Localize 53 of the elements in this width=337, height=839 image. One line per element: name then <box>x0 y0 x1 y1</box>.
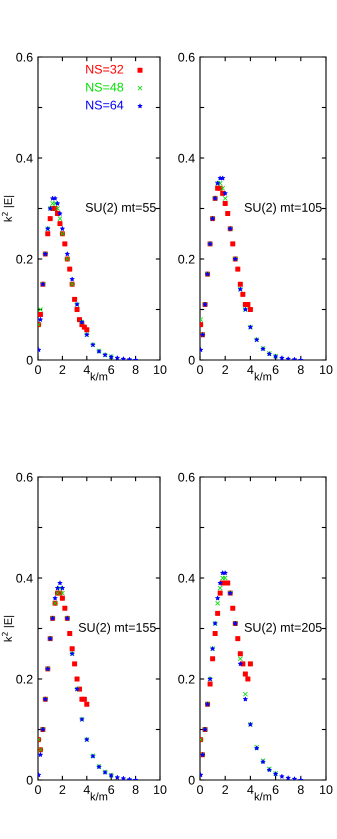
x-tick-label: 0 <box>197 365 203 374</box>
x-axis-title: k/m <box>90 792 108 801</box>
y-tick-label: 0.4 <box>178 154 195 163</box>
x-tick-label: 10 <box>154 785 166 794</box>
y-tick-label: 0.6 <box>16 472 33 482</box>
legend-label: NS=48 <box>86 82 124 92</box>
legend-label: NS=32 <box>86 64 124 74</box>
x-tick-label: 2 <box>222 365 228 374</box>
y-tick-label: 0.2 <box>16 254 33 264</box>
y-tick-label: 0 <box>26 356 33 365</box>
x-tick-label: 10 <box>154 365 166 374</box>
annotation: SU(2) mt=155 <box>78 622 156 634</box>
y-axis-title: k$^{2}$ |E| <box>2 196 14 222</box>
y-tick-label: 0.4 <box>16 574 33 583</box>
y-tick-label: 0 <box>26 776 33 785</box>
x-tick-label: 4 <box>247 365 254 374</box>
y-tick-label: 0.2 <box>178 674 195 684</box>
x-tick-label: 4 <box>84 785 90 794</box>
x-tick-label: 2 <box>60 365 66 374</box>
x-tick-label: 6 <box>108 365 114 374</box>
y-tick-label: 0 <box>188 776 195 785</box>
x-tick-label: 10 <box>320 365 332 374</box>
x-tick-label: 8 <box>298 365 304 374</box>
x-tick-label: 6 <box>108 785 114 794</box>
y-tick-label: 0.4 <box>16 154 33 163</box>
y-tick-label: 0.4 <box>178 574 195 583</box>
y-axis-title: k$^{2}$ |E| <box>2 616 14 642</box>
x-axis-title: k/m <box>254 372 272 381</box>
y-tick-label: 0.6 <box>178 472 195 482</box>
legend-label: NS=64 <box>86 100 124 110</box>
x-tick-label: 6 <box>272 365 279 374</box>
annotation: SU(2) mt=55 <box>86 202 156 214</box>
x-tick-label: 4 <box>247 785 254 794</box>
y-tick-label: 0.2 <box>178 254 195 264</box>
x-tick-label: 8 <box>132 785 139 794</box>
x-tick-label: 2 <box>222 785 228 794</box>
x-axis-title: k/m <box>90 372 108 381</box>
x-tick-label: 4 <box>84 365 90 374</box>
y-tick-label: 0.6 <box>178 52 195 62</box>
y-tick-label: 0.2 <box>16 674 33 684</box>
x-tick-label: 2 <box>60 785 66 794</box>
x-tick-label: 8 <box>132 365 139 374</box>
x-tick-label: 0 <box>35 365 41 374</box>
x-tick-label: 8 <box>298 785 304 794</box>
annotation: SU(2) mt=205 <box>244 622 322 634</box>
annotation: SU(2) mt=105 <box>244 202 322 214</box>
y-tick-label: 0.6 <box>16 52 33 62</box>
x-tick-label: 6 <box>272 785 279 794</box>
x-tick-label: 10 <box>320 785 332 794</box>
x-tick-label: 0 <box>35 785 41 794</box>
x-tick-label: 0 <box>197 785 203 794</box>
y-tick-label: 0 <box>188 356 195 365</box>
x-axis-title: k/m <box>254 792 272 801</box>
